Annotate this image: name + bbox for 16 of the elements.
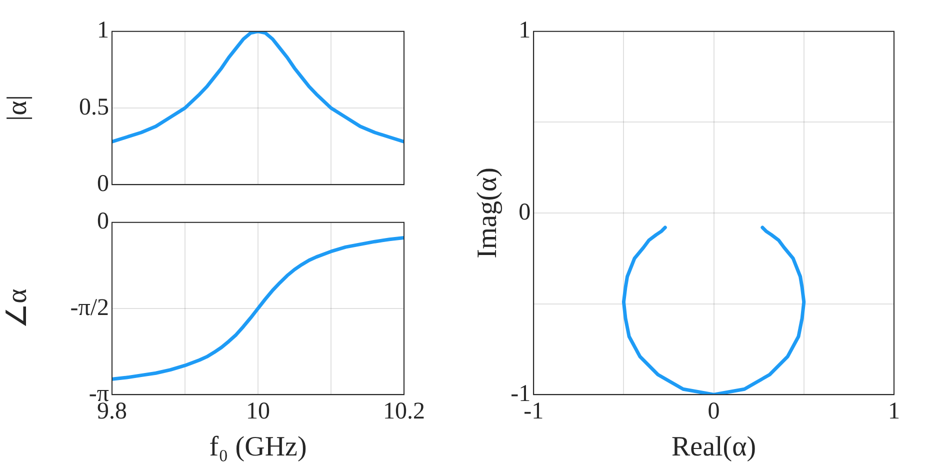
y-axis-title: |α| (2, 95, 34, 121)
x-tick-label: 0 (708, 398, 720, 424)
y-tick-label: -π/2 (70, 294, 109, 321)
y-tick-label: 0 (97, 170, 109, 197)
y-tick-label: 1 (518, 18, 531, 44)
y-tick-label: 0 (97, 208, 109, 235)
y-axis-title: ∠α (2, 288, 34, 328)
x-axis-title: Real(α) (671, 432, 756, 463)
y-tick-label: 0 (518, 199, 531, 226)
x-axis-title: f₀ (GHz) (209, 432, 307, 463)
y-tick-label: 0.5 (79, 94, 109, 120)
x-tick-label: 1 (888, 398, 900, 424)
x-tick-label: 10.2 (383, 398, 425, 424)
y-tick-label: 1 (97, 18, 109, 44)
x-tick-label: 10 (246, 398, 270, 424)
y-axis-title: Imag(α) (472, 168, 504, 258)
